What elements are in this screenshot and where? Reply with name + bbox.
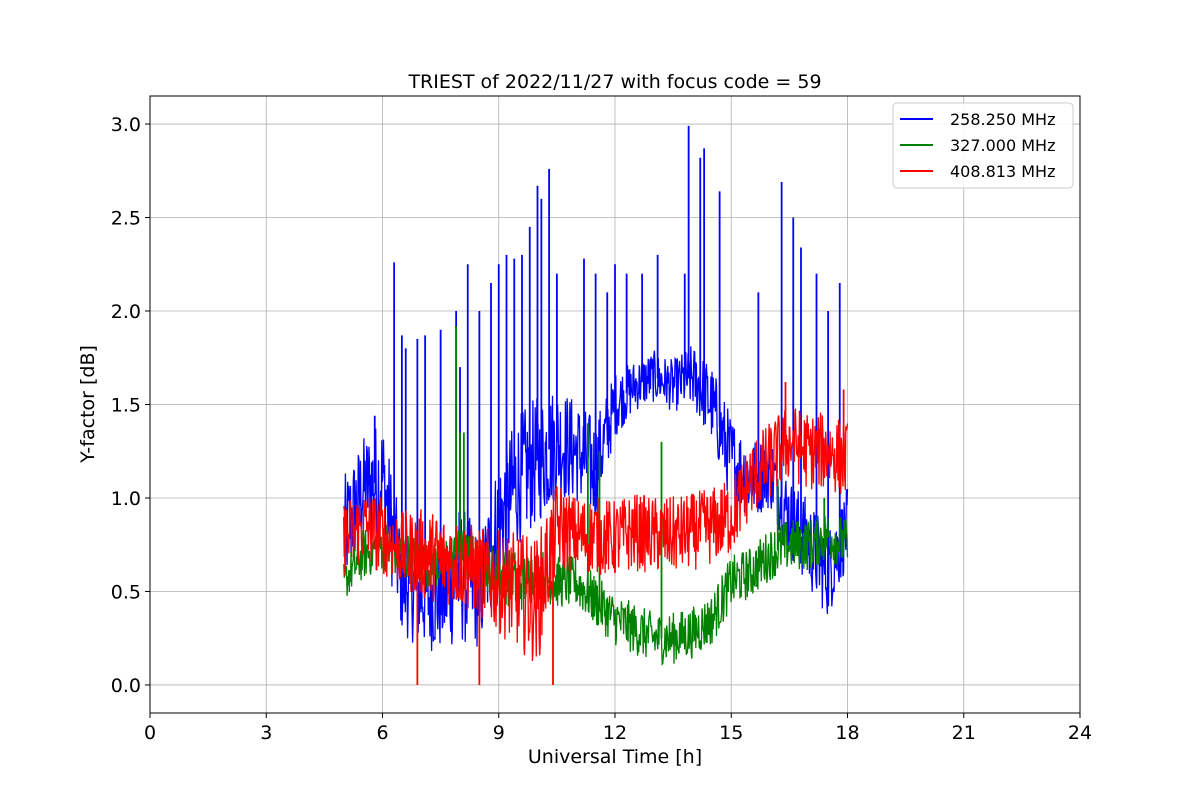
- legend-label: 258.250 MHz: [950, 110, 1055, 129]
- x-tick-label: 12: [603, 722, 627, 744]
- legend-label: 327.000 MHz: [950, 136, 1055, 155]
- y-axis: 0.0 0.5 1.0 1.5 2.0 2.5 3.0: [111, 114, 150, 697]
- x-tick-label: 9: [493, 722, 505, 744]
- x-tick-label: 18: [835, 722, 859, 744]
- x-tick-label: 24: [1068, 722, 1092, 744]
- x-tick-label: 15: [719, 722, 743, 744]
- series-layer: [343, 125, 849, 685]
- y-axis-label: Y-factor [dB]: [77, 345, 99, 464]
- x-tick-label: 0: [144, 722, 156, 744]
- x-axis-label: Universal Time [h]: [528, 746, 702, 768]
- series-2: [343, 382, 849, 685]
- x-tick-label: 6: [376, 722, 388, 744]
- y-tick-label: 1.0: [111, 488, 141, 510]
- series-0: [343, 125, 849, 652]
- y-tick-label: 0.0: [111, 675, 141, 697]
- legend: 258.250 MHz 327.000 MHz 408.813 MHz: [892, 102, 1074, 189]
- chart-title: TRIEST of 2022/11/27 with focus code = 5…: [407, 71, 821, 93]
- legend-box: [892, 102, 1074, 189]
- y-tick-label: 2.5: [111, 208, 141, 230]
- x-axis: 0 3 6 9 12 15 18 21 24: [144, 713, 1092, 744]
- y-tick-label: 3.0: [111, 114, 141, 136]
- x-tick-label: 3: [260, 722, 272, 744]
- y-tick-label: 0.5: [111, 581, 141, 603]
- legend-label: 408.813 MHz: [950, 162, 1055, 181]
- y-tick-label: 2.0: [111, 301, 141, 323]
- x-tick-label: 21: [952, 722, 976, 744]
- series-line: [343, 408, 849, 662]
- y-tick-label: 1.5: [111, 395, 141, 417]
